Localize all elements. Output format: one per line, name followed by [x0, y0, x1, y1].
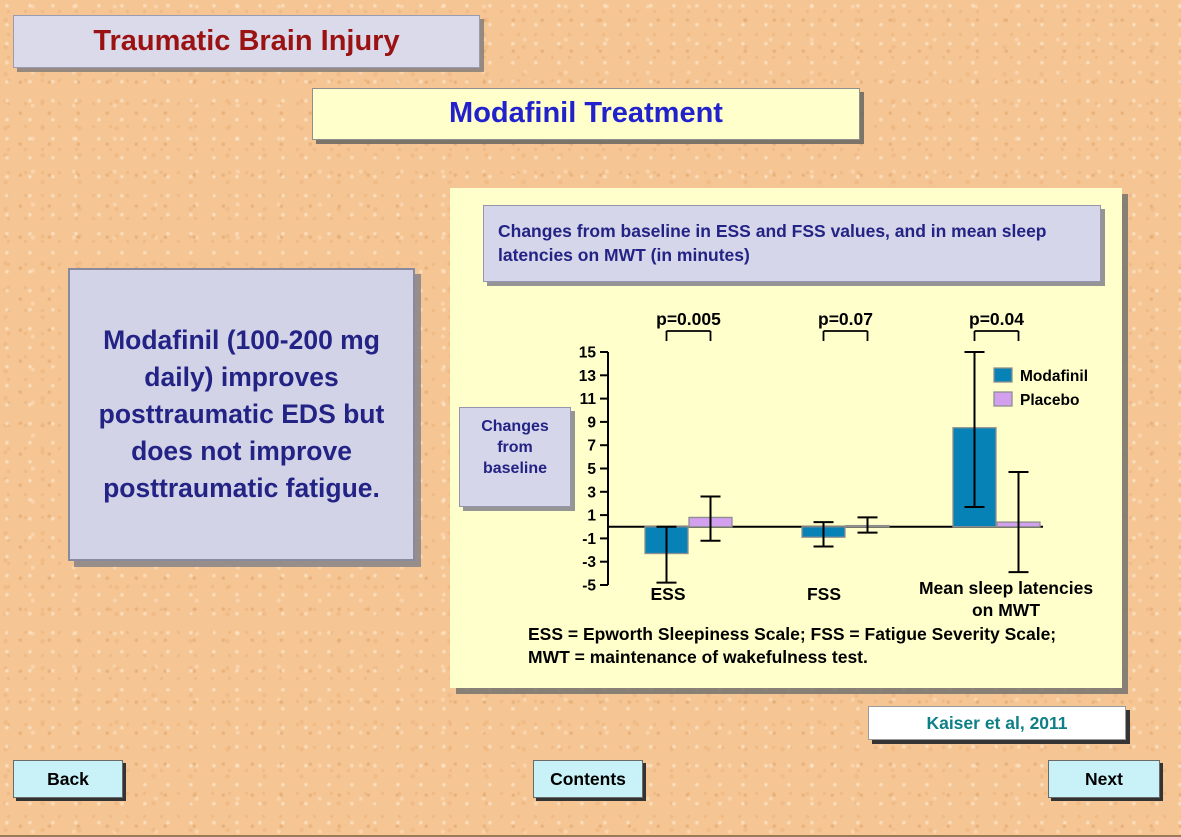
legend-label: Modafinil [1020, 368, 1088, 385]
slide-subtitle: Modafinil Treatment [312, 88, 860, 140]
next-button[interactable]: Next [1048, 760, 1160, 798]
category-label: ESS [650, 584, 685, 604]
y-tick-label: 13 [579, 368, 597, 385]
back-button[interactable]: Back [13, 760, 123, 798]
summary-statement-text: Modafinil (100-200 mg daily) improves po… [98, 325, 385, 503]
category-label: Mean sleep latencies [919, 578, 1093, 598]
p-value-label: p=0.005 [656, 309, 721, 329]
page-title: Traumatic Brain Injury [13, 15, 480, 68]
legend-label: Placebo [1020, 392, 1079, 409]
summary-statement: Modafinil (100-200 mg daily) improves po… [68, 268, 415, 561]
y-tick-label: 7 [587, 438, 596, 455]
y-tick-label: 9 [587, 414, 596, 431]
y-tick-label: -1 [582, 531, 596, 548]
legend-swatch-modafinil [993, 367, 1013, 383]
category-label: on MWT [972, 600, 1040, 620]
y-tick-label: 15 [579, 345, 597, 362]
y-tick-label: 3 [587, 484, 596, 501]
y-tick-label: 11 [580, 391, 597, 408]
chart-panel: Changes from baseline in ESS and FSS val… [450, 188, 1122, 688]
p-value-label: p=0.04 [969, 309, 1024, 329]
legend-swatch-placebo [993, 391, 1013, 407]
y-tick-label: -3 [582, 554, 596, 571]
bar-chart: 15 13 11 9 7 5 3 1 -1 -3 -5 p=0.005 p=0.07 p=0.04 ESS F… [579, 309, 1094, 620]
y-axis-caption: Changes from baseline [459, 407, 571, 507]
category-label: FSS [807, 584, 841, 604]
citation-badge: Kaiser et al, 2011 [868, 706, 1126, 740]
contents-button[interactable]: Contents [533, 760, 643, 798]
y-tick-label: 5 [587, 461, 596, 478]
slide-bottom-edge [0, 835, 1181, 837]
y-tick-label: -5 [582, 578, 596, 595]
chart-footnote: ESS = Epworth Sleepiness Scale; FSS = Fa… [528, 624, 1057, 667]
p-value-label: p=0.07 [818, 309, 873, 329]
chart-title-box: Changes from baseline in ESS and FSS val… [483, 205, 1101, 282]
y-tick-label: 1 [587, 508, 596, 525]
